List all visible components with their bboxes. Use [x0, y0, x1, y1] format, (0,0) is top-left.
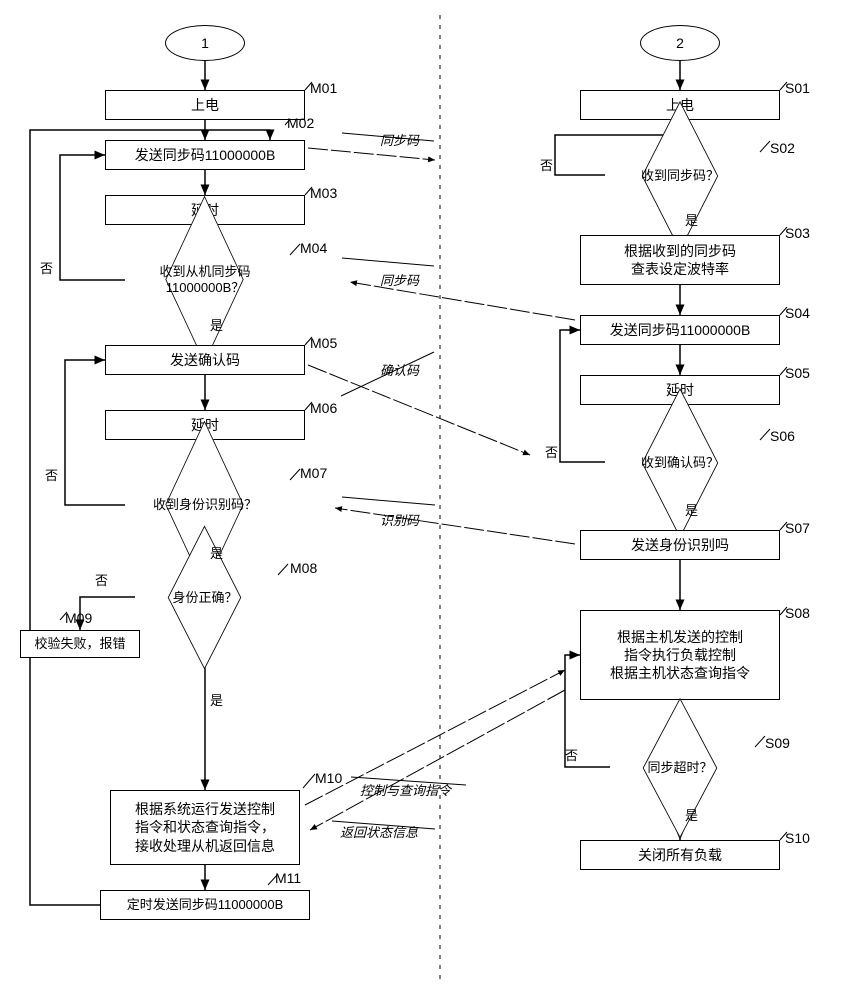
- flowchart-container: 1 2 上电 发送同步码11000000B 延时 收到从机同步码 1100000…: [10, 10, 852, 990]
- node-M05-text: 发送确认码: [170, 351, 240, 369]
- cross-label-0: 同步码: [380, 130, 419, 149]
- id-label-M11: M11: [275, 870, 301, 886]
- node-M10-text: 根据系统运行发送控制 指令和状态查询指令， 接收处理从机返回信息: [135, 800, 275, 855]
- yn-label-3: 是: [210, 543, 223, 562]
- id-label-M08: M08: [290, 560, 317, 576]
- start-2-text: 2: [676, 34, 684, 52]
- id-label-S09: S09: [765, 735, 790, 751]
- node-M02: 发送同步码11000000B: [105, 140, 305, 170]
- id-label-S08: S08: [785, 605, 810, 621]
- node-S02: 收到同步码？: [605, 148, 755, 203]
- node-M04-text: 收到从机同步码 11000000B？: [159, 264, 250, 295]
- node-S10-text: 关闭所有负载: [638, 846, 722, 864]
- id-label-S07: S07: [785, 520, 810, 536]
- node-M01-text: 上电: [191, 96, 219, 114]
- id-label-S02: S02: [770, 140, 795, 156]
- yn-label-1: 是: [210, 315, 223, 334]
- node-M08: 身份正确？: [135, 570, 275, 625]
- yn-label-0: 否: [40, 258, 53, 277]
- id-label-M04: M04: [300, 240, 327, 256]
- id-label-S03: S03: [785, 225, 810, 241]
- node-M07-text: 收到身份识别码？: [153, 497, 257, 513]
- id-label-M03: M03: [310, 185, 337, 201]
- start-node-1: 1: [165, 25, 245, 61]
- node-S08-text: 根据主机发送的控制 指令执行负载控制 根据主机状态查询指令: [610, 628, 750, 683]
- id-label-S01: S01: [785, 80, 810, 96]
- cross-label-5: 返回状态信息: [340, 822, 418, 841]
- node-S04: 发送同步码11000000B: [580, 315, 780, 345]
- node-M04: 收到从机同步码 11000000B？: [125, 250, 285, 310]
- node-S06-text: 收到确认码？: [641, 455, 719, 471]
- node-M10: 根据系统运行发送控制 指令和状态查询指令， 接收处理从机返回信息: [110, 790, 300, 865]
- id-label-M01: M01: [310, 80, 337, 96]
- yn-label-11: 是: [685, 805, 698, 824]
- node-S03: 根据收到的同步码 查表设定波特率: [580, 235, 780, 285]
- id-label-M02: M02: [287, 115, 314, 131]
- node-S07: 发送身份识别吗: [580, 530, 780, 560]
- node-S08: 根据主机发送的控制 指令执行负载控制 根据主机状态查询指令: [580, 610, 780, 700]
- node-M11: 定时发送同步码11000000B: [100, 890, 310, 920]
- id-label-S10: S10: [785, 830, 810, 846]
- cross-label-4: 控制与查询指令: [360, 780, 451, 799]
- yn-label-4: 否: [95, 570, 108, 589]
- node-S10: 关闭所有负载: [580, 840, 780, 870]
- yn-label-2: 否: [45, 465, 58, 484]
- id-label-M06: M06: [310, 400, 337, 416]
- node-S09: 同步超时？: [610, 740, 750, 795]
- node-S09-text: 同步超时？: [647, 760, 712, 776]
- yn-label-10: 否: [565, 745, 578, 764]
- id-label-M10: M10: [315, 770, 342, 786]
- yn-label-9: 是: [685, 500, 698, 519]
- yn-label-8: 否: [545, 442, 558, 461]
- id-label-M09: M09: [65, 610, 92, 626]
- node-S04-text: 发送同步码11000000B: [610, 321, 751, 339]
- id-label-M05: M05: [310, 335, 337, 351]
- yn-label-6: 否: [540, 155, 553, 174]
- node-S07-text: 发送身份识别吗: [631, 536, 729, 554]
- cross-label-1: 同步码: [380, 270, 419, 289]
- yn-label-5: 是: [210, 690, 223, 709]
- node-M11-text: 定时发送同步码11000000B: [127, 897, 284, 914]
- node-M09-text: 校验失败，报错: [34, 636, 125, 653]
- node-S02-text: 收到同步码？: [641, 168, 719, 184]
- node-M01: 上电: [105, 90, 305, 120]
- node-M05: 发送确认码: [105, 345, 305, 375]
- node-M02-text: 发送同步码11000000B: [135, 146, 276, 164]
- cross-label-2: 确认码: [380, 360, 419, 379]
- id-label-S04: S04: [785, 305, 810, 321]
- id-label-M07: M07: [300, 465, 327, 481]
- id-label-S05: S05: [785, 365, 810, 381]
- node-S06: 收到确认码？: [605, 435, 755, 490]
- node-S03-text: 根据收到的同步码 查表设定波特率: [624, 242, 736, 278]
- start-1-text: 1: [201, 34, 209, 52]
- node-M08-text: 身份正确？: [172, 590, 237, 606]
- start-node-2: 2: [640, 25, 720, 61]
- yn-label-7: 是: [685, 210, 698, 229]
- node-M09: 校验失败，报错: [20, 630, 140, 658]
- cross-label-3: 识别码: [380, 510, 419, 529]
- id-label-S06: S06: [770, 428, 795, 444]
